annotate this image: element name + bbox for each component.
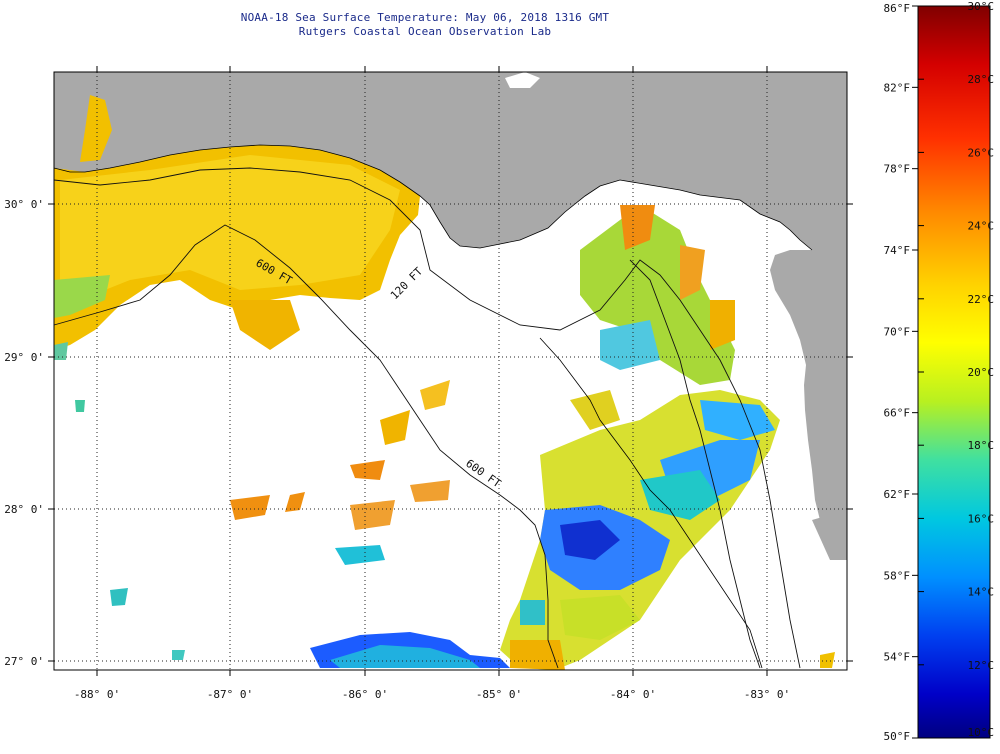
y-label-28: 28° 0' — [4, 503, 44, 516]
colorbar-f-label: 50°F — [884, 730, 911, 743]
x-label-88: -88° 0' — [74, 688, 120, 701]
colorbar-c-label: 14°C — [968, 586, 995, 599]
colorbar-c-label: 28°C — [968, 73, 995, 86]
x-label-85: -85° 0' — [476, 688, 522, 701]
map-subtitle: Rutgers Coastal Ocean Observation Lab — [298, 25, 552, 38]
colorbar-c-label: 22°C — [968, 293, 995, 306]
axis-ticks — [48, 66, 853, 676]
colorbar-c-label: 24°C — [968, 220, 995, 233]
colorbar-f-label: 70°F — [884, 325, 911, 338]
colorbar-c-label: 10°C — [968, 726, 995, 739]
map-title: NOAA-18 Sea Surface Temperature: May 06,… — [240, 11, 610, 24]
y-label-30: 30° 0' — [4, 198, 44, 211]
colorbar-f-label: 54°F — [884, 651, 911, 664]
x-label-87: -87° 0' — [207, 688, 253, 701]
colorbar-c-label: 12°C — [968, 659, 995, 672]
colorbar: 86°F 82°F 78°F 74°F 70°F 66°F 62°F 58°F 54°F 50°F… — [884, 0, 995, 743]
colorbar-f-label: 62°F — [884, 488, 911, 501]
graticule — [54, 72, 847, 670]
colorbar-f-label: 86°F — [884, 2, 911, 15]
colorbar-f-label: 82°F — [884, 81, 911, 94]
y-label-27: 27° 0' — [4, 655, 44, 668]
y-axis-labels: 30° 0' 29° 0' 28° 0' 27° 0' — [4, 198, 44, 668]
colorbar-gradient — [917, 5, 991, 739]
colorbar-c-label: 26°C — [968, 146, 995, 159]
isobaths — [53, 167, 801, 669]
x-label-83: -83° 0' — [744, 688, 790, 701]
colorbar-c-label: 20°C — [968, 366, 995, 379]
colorbar-c-label: 18°C — [968, 439, 995, 452]
y-label-29: 29° 0' — [4, 351, 44, 364]
colorbar-c-label: 16°C — [968, 512, 995, 525]
colorbar-f-label: 66°F — [884, 407, 911, 420]
colorbar-f-label: 74°F — [884, 244, 911, 257]
x-axis-labels: -88° 0' -87° 0' -86° 0' -85° 0' -84° 0' … — [74, 688, 790, 701]
colorbar-f-label: 78°F — [884, 163, 911, 176]
colorbar-f-label: 58°F — [884, 569, 911, 582]
colorbar-c-label: 30°C — [968, 0, 995, 13]
x-label-86: -86° 0' — [342, 688, 388, 701]
map-frame — [53, 71, 848, 671]
x-label-84: -84° 0' — [610, 688, 656, 701]
land — [54, 72, 847, 560]
coastline — [53, 144, 813, 669]
